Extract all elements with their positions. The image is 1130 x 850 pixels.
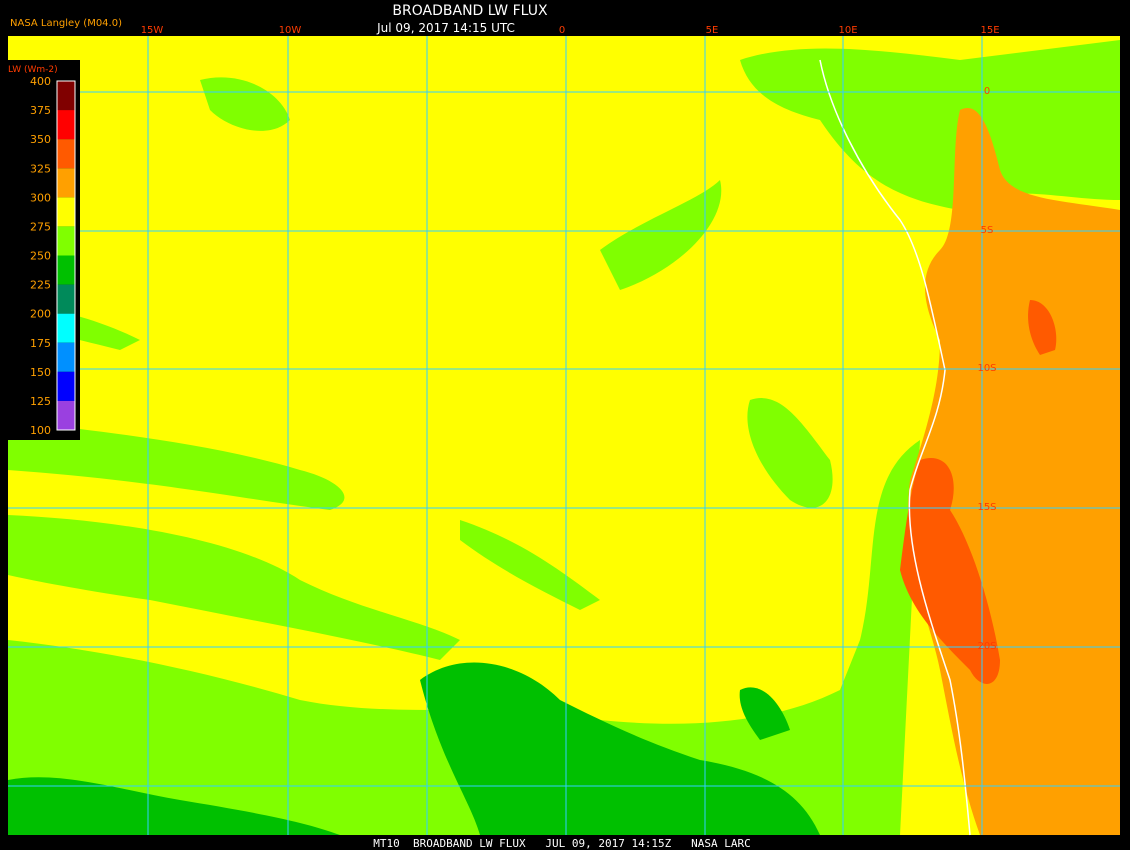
legend-swatch: [57, 400, 75, 430]
orange-areas: [819, 59, 1120, 836]
legend-tick-label: 325: [30, 162, 51, 175]
legend-tick-label: 375: [30, 104, 51, 117]
legend-swatch: [57, 139, 75, 169]
legend-swatch: [57, 342, 75, 372]
legend-swatch: [57, 168, 75, 198]
longitude-label: 10W: [279, 25, 302, 36]
subtitle: Jul 09, 2017 14:15 UTC: [376, 21, 515, 35]
title: BROADBAND LW FLUX: [392, 3, 548, 19]
legend-swatch: [57, 81, 75, 111]
legend-swatch: [57, 371, 75, 401]
latitude-label: 10S: [977, 363, 996, 374]
legend-swatch: [57, 226, 75, 256]
legend-tick-label: 200: [30, 308, 51, 321]
latitude-label: 0: [984, 86, 990, 97]
longitude-label: 5E: [706, 25, 719, 36]
legend-tick-label: 225: [30, 279, 51, 292]
longitude-label: 0: [559, 25, 565, 36]
longitude-label: 10E: [838, 25, 857, 36]
map: [8, 36, 1120, 836]
legend-tick-label: 125: [30, 395, 51, 408]
legend-tick-label: 275: [30, 220, 51, 233]
legend-tick-label: 150: [30, 366, 51, 379]
green-areas: [8, 40, 1120, 835]
legend-swatch: [57, 313, 75, 343]
legend-tick-label: 400: [30, 75, 51, 88]
legend-label: LW (Wm-2): [8, 65, 58, 75]
latitude-label: 20S: [977, 641, 996, 652]
latitude-label: 5S: [981, 225, 994, 236]
legend: 400 375 350 325 300 275 250 225 200 175 150 125 100: [30, 75, 76, 437]
legend-tick-label: 350: [30, 133, 51, 146]
map-labels: 15W 10W 0 5E 10E 15E 0 5S 10S 15S 20S: [141, 25, 1000, 652]
legend-tick-label: 100: [30, 424, 51, 437]
legend-swatch: [57, 284, 75, 314]
longitude-label: 15E: [980, 25, 999, 36]
legend-swatch: [57, 197, 75, 227]
footer: MT10 BROADBAND LW FLUX JUL 09, 2017 14:1…: [373, 837, 751, 850]
legend-border: [56, 80, 76, 431]
longitude-label: 15W: [141, 25, 164, 36]
legend-tick-label: 250: [30, 250, 51, 263]
legend-tick-label: 300: [30, 191, 51, 204]
legend-tick-label: 175: [30, 337, 51, 350]
source-label: NASA Langley (M04.0): [10, 18, 122, 29]
latitude-label: 15S: [977, 502, 996, 513]
legend-swatch: [57, 110, 75, 140]
grid: [8, 36, 1120, 835]
legend-swatch: [57, 255, 75, 285]
